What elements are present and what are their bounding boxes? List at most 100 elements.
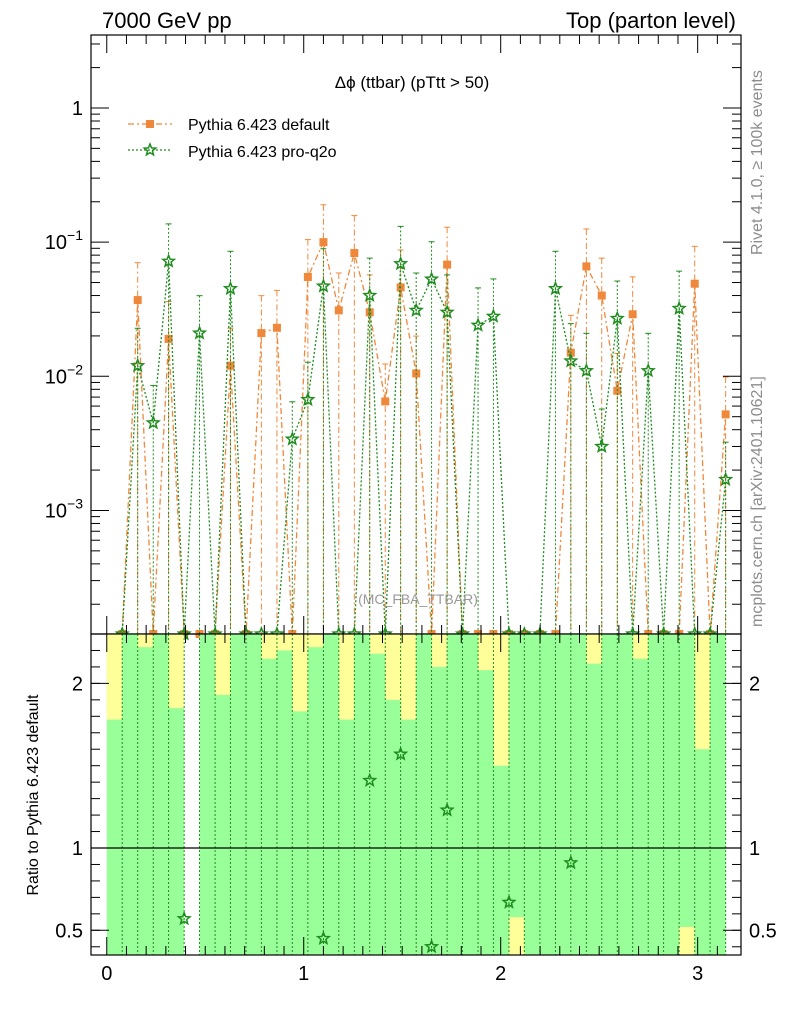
ratio-band-green [276, 634, 293, 955]
default-point [226, 361, 235, 370]
x-tick-label: 0 [101, 963, 112, 985]
x-tick-label: 3 [692, 963, 703, 985]
ratio-band-green [416, 634, 432, 955]
ratio-band-green [245, 634, 262, 955]
header-right: Top (parton level) [566, 8, 736, 33]
rivet-version-label: Rivet 4.1.0, ≥ 100k events [749, 70, 766, 255]
proq2o-point [408, 302, 424, 317]
ratio-point [423, 938, 440, 954]
proq2o-point [717, 471, 734, 487]
ratio-band-green [648, 634, 664, 955]
y-tick-label: 1 [72, 98, 83, 120]
legend-label-proq2o: Pythia 6.423 pro-q2o [188, 144, 337, 161]
ratio-band-green [555, 634, 571, 955]
ratio-band-yellow [679, 927, 695, 955]
default-point [381, 397, 390, 406]
proq2o-point [547, 280, 564, 296]
ratio-band-green [261, 634, 277, 955]
ratio-point [362, 772, 378, 788]
ratio-band-green [215, 634, 231, 955]
ratio-band-green [601, 634, 618, 955]
default-point [628, 310, 637, 319]
ratio-band-green [168, 634, 185, 955]
proq2o-point [160, 253, 177, 268]
ratio-band-yellow [385, 634, 401, 700]
proq2o-line [121, 261, 727, 635]
default-point [690, 279, 699, 288]
ratio-band-yellow [431, 634, 448, 667]
ratio-band-yellow [137, 634, 154, 648]
ratio-point [501, 894, 517, 909]
proq2o-point [176, 625, 192, 641]
default-point [257, 329, 266, 338]
header-left: 7000 GeV pp [102, 8, 232, 33]
ratio-band-green [122, 634, 138, 955]
ratio-band-yellow [261, 634, 277, 659]
proq2o-point [439, 304, 455, 319]
ratio-band-green [586, 634, 602, 955]
y-tick-label: 10−3 [45, 495, 83, 522]
ratio-band-yellow [307, 634, 324, 648]
ratio-point [563, 854, 579, 870]
y-tick-label: 10−2 [45, 361, 83, 388]
proq2o-point [300, 391, 316, 407]
default-line [121, 240, 727, 635]
ratio-band-yellow [106, 634, 123, 720]
legend: Pythia 6.423 default Pythia 6.423 pro-q2… [128, 117, 337, 161]
ratio-ylabel: Ratio to Pythia 6.423 default [25, 694, 42, 896]
ratio-series [91, 634, 741, 955]
ratio-frame [90, 633, 742, 956]
ratio-band-green [354, 634, 370, 955]
proq2o-point [423, 271, 440, 286]
legend-label-default: Pythia 6.423 default [188, 117, 330, 134]
proq2o-point [563, 352, 579, 368]
proq2o-point [191, 325, 208, 340]
legend-entry-default: Pythia 6.423 default [128, 117, 330, 134]
default-point [272, 323, 281, 332]
ratio-band-green [679, 634, 695, 955]
legend-marker-square [146, 120, 154, 128]
default-point [365, 308, 374, 317]
ratio-band-yellow [694, 634, 711, 750]
ratio-band-green [478, 634, 494, 955]
default-point [350, 249, 359, 258]
y-tick-label: 10−1 [45, 227, 83, 254]
x-tick-label: 2 [495, 963, 506, 985]
ratio-y-tick-label-right: 1 [749, 838, 760, 860]
proq2o-point [671, 300, 687, 316]
proq2o-point [362, 287, 378, 303]
default-point [133, 296, 142, 305]
plot-title: Δϕ (ttbar) (pTtt > 50) [335, 73, 490, 92]
ratio-band-green [137, 634, 154, 955]
ratio-band-green [570, 634, 587, 955]
ratio-band-green [632, 634, 649, 955]
ratio-band-green [369, 634, 386, 955]
ratio-y-tick-label-left: 2 [72, 673, 83, 695]
ratio-band-green [524, 634, 540, 955]
x-tick-label: 1 [298, 963, 309, 985]
ratio-band-green [385, 634, 401, 955]
y-tick-exponent: −1 [67, 227, 83, 243]
ratio-point [315, 930, 332, 946]
ratio-band-yellow [292, 634, 308, 712]
proq2o-point [222, 280, 239, 296]
y-tick-exponent: −3 [67, 495, 83, 511]
ratio-point [176, 910, 192, 926]
ratio-band-green [199, 634, 216, 955]
proq2o-point [485, 308, 502, 323]
ratio-band-yellow [478, 634, 494, 671]
ratio-band-yellow [338, 634, 355, 720]
proq2o-point [640, 362, 656, 378]
ratio-band-yellow [586, 634, 602, 664]
ratio-band-yellow [168, 634, 185, 709]
ratio-band-yellow [400, 634, 417, 720]
default-point [443, 260, 452, 269]
proq2o-point [145, 414, 161, 430]
proq2o-point [578, 362, 595, 378]
analysis-watermark: (MC_FBA_TTBAR) [358, 591, 478, 607]
ratio-band-green [307, 634, 324, 955]
ratio-y-tick-label-left: 1 [72, 838, 83, 860]
ratio-band-green [431, 634, 448, 955]
proq2o-series [114, 223, 734, 641]
